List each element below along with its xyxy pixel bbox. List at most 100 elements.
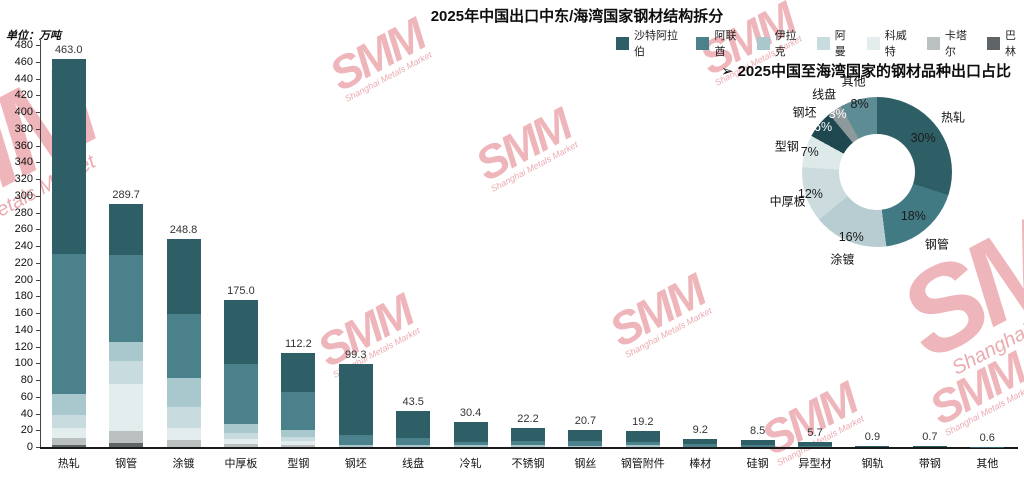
bar-segment-阿联酋	[683, 444, 718, 447]
donut-pct-label-线盘: 3%	[828, 107, 847, 122]
bar-column-型钢: 112.2 型钢	[270, 46, 327, 470]
y-tick-mark	[36, 195, 40, 197]
bar-segment-沙特阿拉伯	[396, 410, 431, 439]
bar-segment-沙特阿拉伯	[683, 439, 718, 445]
legend-label: 巴林	[1005, 30, 1017, 58]
bar-value-label: 289.7	[112, 189, 140, 202]
legend-item-阿联酋: 阿联酋	[696, 27, 743, 59]
donut-name-label-钢管: 钢管	[924, 237, 949, 252]
donut-name-label-型钢: 型钢	[774, 139, 799, 154]
y-tick-mark	[36, 447, 40, 448]
bar-column-钢轨: 0.9 钢轨	[844, 46, 901, 470]
legend-swatch	[866, 36, 880, 50]
bar-segment-阿联酋	[281, 391, 316, 431]
bar-segment-巴林	[109, 443, 144, 447]
y-tick-label: 220	[14, 256, 33, 269]
bar-segment-沙特阿拉伯	[798, 442, 833, 446]
legend-item-卡塔尔: 卡塔尔	[926, 27, 974, 59]
bar-segment-卡塔尔	[223, 443, 258, 447]
bar-value-label: 175.0	[227, 285, 255, 298]
donut-pct-label-涂镀: 16%	[838, 230, 864, 245]
bar-column-钢坯: 99.3 钢坯	[327, 46, 384, 470]
y-tick-mark	[36, 329, 40, 331]
y-tick-label: 40	[20, 407, 33, 420]
x-category-label: 其他	[976, 458, 999, 470]
y-tick-mark	[36, 279, 40, 281]
bar-value-label: 99.3	[345, 348, 367, 361]
bar-segment-沙特阿拉伯	[166, 238, 201, 315]
x-category-label: 热轧	[57, 458, 80, 470]
y-tick-label: 140	[14, 323, 33, 336]
bar-column-带钢: 0.7 带钢	[901, 46, 958, 470]
y-tick-mark	[36, 179, 40, 180]
bar-value-label: 43.5	[402, 395, 424, 408]
y-tick-label: 180	[14, 290, 33, 303]
bar-value-label: 112.2	[284, 338, 312, 351]
donut-pct-label-钢管: 18%	[900, 208, 926, 223]
stacked-bar	[338, 363, 373, 447]
bar-column-涂镀: 248.8 涂镀	[155, 46, 212, 470]
legend-item-科威特: 科威特	[866, 27, 914, 59]
legend-item-阿曼: 阿曼	[816, 27, 854, 59]
legend-swatch	[987, 36, 1001, 50]
legend-label: 阿曼	[834, 30, 846, 58]
legend-swatch	[696, 36, 710, 50]
donut-name-label-线盘: 线盘	[812, 87, 837, 102]
bar-segment-沙特阿拉伯	[855, 446, 890, 447]
bar-segment-沙特阿拉伯	[740, 439, 775, 445]
legend-item-沙特阿拉伯: 沙特阿拉伯	[616, 27, 683, 59]
y-tick-mark	[36, 346, 40, 348]
y-tick-mark	[36, 212, 40, 214]
legend-swatch	[616, 36, 629, 50]
x-category-label: 钢轨	[861, 458, 884, 470]
bar-column-棒材: 9.2 棒材	[672, 46, 729, 470]
y-tick-label: 300	[14, 189, 33, 202]
bar-segment-阿联酋	[740, 444, 775, 447]
bar-segment-伊拉克	[396, 444, 431, 447]
bar-column-中厚板: 175.0 中厚板	[212, 46, 269, 470]
bar-segment-沙特阿拉伯	[625, 430, 660, 442]
bar-segment-阿联酋	[625, 441, 660, 446]
bar-value-label: 248.8	[169, 223, 198, 236]
bar-segment-阿曼	[51, 415, 86, 428]
bar-value-label: 22.2	[517, 413, 539, 426]
y-tick-label: 400	[14, 106, 33, 118]
stacked-bar	[223, 300, 258, 447]
donut-name-label-中厚板: 中厚板	[769, 194, 806, 209]
x-category-label: 棒材	[689, 458, 712, 470]
bar-column-冷轧: 30.4 冷轧	[442, 46, 499, 470]
donut-pct-label-热轧: 30%	[910, 131, 936, 146]
bar-segment-阿曼	[109, 361, 144, 385]
y-tick-label: 160	[14, 307, 33, 319]
y-tick-mark	[36, 430, 40, 432]
donut-chart	[802, 97, 952, 247]
x-axis-line	[40, 447, 1018, 449]
bar-value-label: 0.6	[979, 431, 995, 444]
bar-segment-伊拉克	[281, 430, 316, 437]
stacked-bar	[798, 442, 833, 447]
x-category-label: 型钢	[287, 458, 310, 470]
y-tick-label: 0	[26, 441, 33, 453]
bar-column-钢管附件: 19.2 钢管附件	[614, 46, 671, 470]
y-tick-mark	[36, 128, 40, 130]
legend-swatch	[756, 36, 770, 50]
stacked-bar	[510, 428, 545, 447]
donut-name-label-涂镀: 涂镀	[830, 252, 855, 267]
y-tick-label: 480	[14, 39, 33, 51]
x-category-label: 钢管	[115, 458, 138, 470]
bar-segment-科威特	[223, 439, 258, 444]
y-tick-mark	[36, 229, 40, 231]
stacked-bar	[625, 430, 660, 447]
donut-pct-label-中厚板: 12%	[797, 186, 823, 201]
stacked-bar	[855, 446, 890, 447]
x-category-label: 钢管附件	[620, 458, 665, 470]
y-tick-label: 380	[14, 122, 33, 135]
stacked-bar	[396, 410, 431, 447]
y-tick-mark	[36, 95, 40, 97]
legend-label: 科威特	[884, 30, 907, 58]
bar-segment-伊拉克	[109, 341, 144, 362]
bar-segment-伊拉克	[51, 394, 86, 416]
stacked-bar	[281, 353, 316, 447]
y-tick-label: 420	[14, 89, 33, 102]
bar-segment-卡塔尔	[109, 431, 144, 444]
